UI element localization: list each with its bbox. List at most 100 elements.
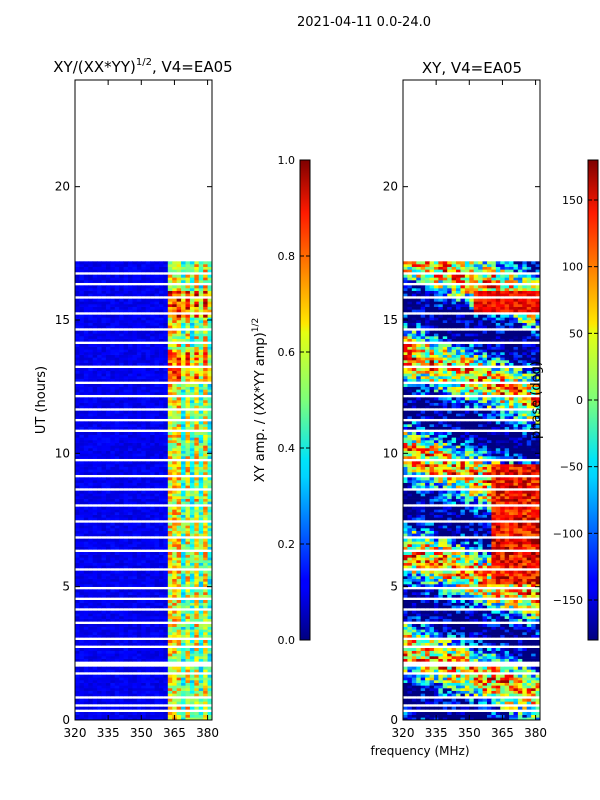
heatmap-cell: [172, 482, 178, 486]
heatmap-cell: [79, 301, 85, 305]
heatmap-cell: [163, 512, 169, 515]
heatmap-cell: [194, 421, 200, 425]
heatmap-cell: [92, 578, 98, 582]
heatmap-cell: [145, 349, 151, 353]
heatmap-cell: [167, 461, 173, 465]
heatmap-cell: [119, 304, 125, 307]
heatmap-cell: [198, 301, 204, 305]
heatmap-cell: [119, 352, 125, 355]
heatmap-cell: [198, 306, 204, 310]
heatmap-cell: [101, 325, 107, 329]
heatmap-cell: [198, 525, 204, 529]
heatmap-cell: [92, 690, 98, 694]
heatmap-cell: [172, 522, 178, 526]
heatmap-cell: [513, 656, 519, 659]
heatmap-cell: [88, 456, 94, 459]
heatmap-cell: [101, 525, 107, 529]
heatmap-cell: [105, 584, 111, 587]
heatmap-cell: [185, 330, 191, 334]
heatmap-cell: [194, 517, 200, 521]
heatmap-cell: [207, 314, 213, 318]
heatmap-cell: [75, 466, 80, 470]
heatmap-cell: [150, 642, 155, 646]
heatmap-cell: [128, 634, 133, 638]
heatmap-cell: [114, 642, 120, 646]
heatmap-cell: [473, 685, 479, 689]
heatmap-cell: [132, 610, 138, 614]
heatmap-cell: [150, 480, 155, 483]
heatmap-cell: [473, 656, 479, 659]
heatmap-cell: [189, 440, 195, 443]
heatmap-cell: [105, 594, 111, 598]
heatmap-cell: [123, 693, 129, 697]
heatmap-cell: [105, 538, 111, 542]
heatmap-cell: [136, 477, 142, 481]
heatmap-cell: [97, 389, 102, 393]
heatmap-cell: [447, 698, 453, 702]
heatmap-cell: [141, 269, 147, 273]
heatmap-cell: [194, 413, 200, 417]
heatmap-cell: [425, 674, 430, 678]
heatmap-cell: [119, 685, 125, 689]
heatmap-cell: [526, 688, 532, 691]
heatmap-cell: [158, 557, 164, 561]
heatmap-cell: [203, 517, 208, 521]
heatmap-cell: [132, 304, 138, 307]
heatmap-cell: [79, 461, 85, 465]
heatmap-cell: [486, 717, 492, 721]
heatmap-cell: [88, 274, 94, 278]
heatmap-cell: [75, 626, 80, 630]
heatmap-cell: [198, 666, 204, 670]
heatmap-cell: [185, 640, 191, 643]
heatmap-cell: [145, 288, 151, 291]
heatmap-cell: [79, 448, 85, 451]
heatmap-cell: [101, 674, 107, 678]
heatmap-cell: [163, 626, 169, 630]
heatmap-cell: [154, 432, 160, 435]
heatmap-cell: [456, 653, 461, 657]
heatmap-cell: [203, 349, 208, 353]
heatmap-cell: [198, 314, 204, 318]
heatmap-cell: [176, 485, 182, 489]
heatmap-cell: [207, 352, 213, 355]
heatmap-cell: [75, 456, 80, 459]
heatmap-cell: [181, 538, 186, 542]
heatmap-cell: [136, 298, 142, 302]
heatmap-cell: [163, 314, 169, 318]
heatmap-cell: [194, 410, 200, 414]
heatmap-cell: [189, 378, 195, 382]
heatmap-cell: [141, 416, 147, 419]
heatmap-cell: [438, 698, 444, 702]
heatmap-cell: [101, 280, 107, 283]
heatmap-cell: [123, 557, 129, 561]
heatmap-cell: [189, 338, 195, 342]
heatmap-cell: [92, 338, 98, 342]
heatmap-cell: [163, 565, 169, 569]
heatmap-cell: [92, 490, 98, 494]
heatmap-cell: [150, 442, 155, 446]
heatmap-cell: [83, 701, 89, 705]
heatmap-cell: [105, 314, 111, 318]
heatmap-cell: [75, 426, 80, 430]
heatmap-cell: [110, 410, 116, 414]
heatmap-cell: [158, 386, 164, 390]
heatmap-cell: [92, 653, 98, 657]
heatmap-cell: [172, 680, 178, 683]
heatmap-cell: [167, 506, 173, 510]
heatmap-cell: [158, 576, 164, 579]
heatmap-cell: [145, 293, 151, 297]
heatmap-cell: [456, 669, 461, 673]
heatmap-cell: [517, 693, 523, 697]
heatmap-cell: [194, 320, 200, 323]
heatmap-cell: [110, 610, 116, 614]
heatmap-cell: [198, 496, 204, 499]
heatmap-cell: [128, 717, 133, 721]
heatmap-cell: [114, 301, 120, 305]
heatmap-cell: [154, 613, 160, 617]
heatmap-cell: [128, 357, 133, 361]
heatmap-cell: [172, 512, 178, 515]
heatmap-cell: [132, 517, 138, 521]
heatmap-cell: [128, 602, 133, 606]
heatmap-cell: [114, 261, 120, 265]
heatmap-cell: [101, 336, 107, 339]
